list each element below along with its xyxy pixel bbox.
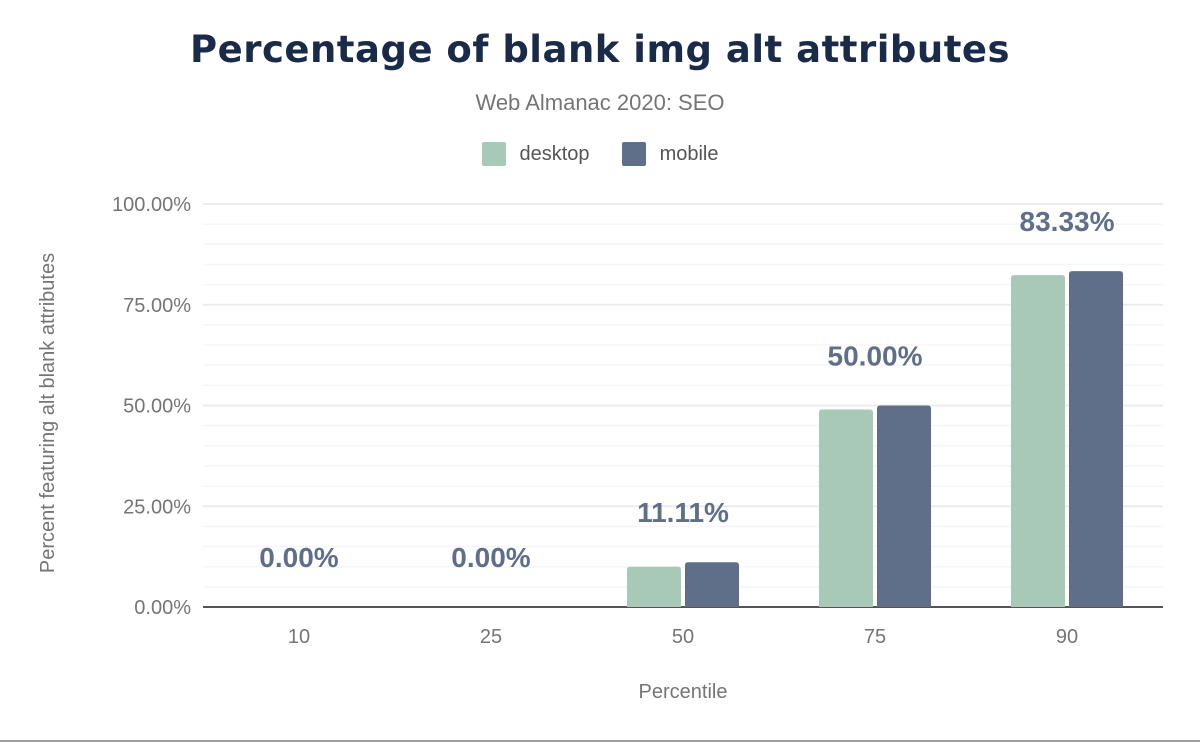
bar-desktop-50	[627, 566, 681, 607]
x-tick-label: 25	[480, 626, 502, 648]
x-tick-label: 10	[288, 626, 310, 648]
y-tick-label: 25.00%	[123, 496, 191, 518]
bar-desktop-90	[1011, 275, 1065, 607]
bar-mobile-50	[685, 562, 739, 607]
chart-title: Percentage of blank img alt attributes	[189, 28, 1011, 71]
y-tick-label: 50.00%	[123, 396, 191, 418]
x-tick-label: 90	[1056, 626, 1078, 648]
data-label: 11.11%	[637, 497, 729, 528]
x-axis-label: Percentile	[639, 681, 728, 703]
legend-item-desktop[interactable]: desktop	[481, 142, 590, 166]
chart-subtitle: Web Almanac 2020: SEO	[475, 90, 725, 115]
data-label: 0.00%	[451, 542, 530, 573]
bar-mobile-75	[877, 405, 931, 607]
y-tick-label: 100.00%	[112, 194, 191, 216]
data-label: 0.00%	[259, 542, 338, 573]
legend-swatch-mobile	[621, 142, 646, 166]
legend: desktop mobile	[0, 142, 1200, 166]
y-tick-label: 75.00%	[123, 295, 191, 317]
bottom-border	[0, 740, 1200, 742]
x-tick-label: 75	[864, 626, 886, 648]
legend-label-desktop: desktop	[519, 142, 590, 165]
legend-label-mobile: mobile	[659, 142, 719, 165]
bar-mobile-90	[1069, 271, 1123, 607]
x-tick-label: 50	[672, 626, 694, 648]
y-tick-label: 0.00%	[134, 597, 191, 619]
data-label: 50.00%	[828, 341, 923, 372]
y-axis-label: Percent featuring alt blank attributes	[37, 253, 59, 573]
bar-desktop-75	[819, 409, 873, 607]
legend-item-mobile[interactable]: mobile	[621, 142, 719, 166]
data-label: 83.33%	[1020, 206, 1115, 237]
legend-swatch-desktop	[481, 142, 506, 166]
